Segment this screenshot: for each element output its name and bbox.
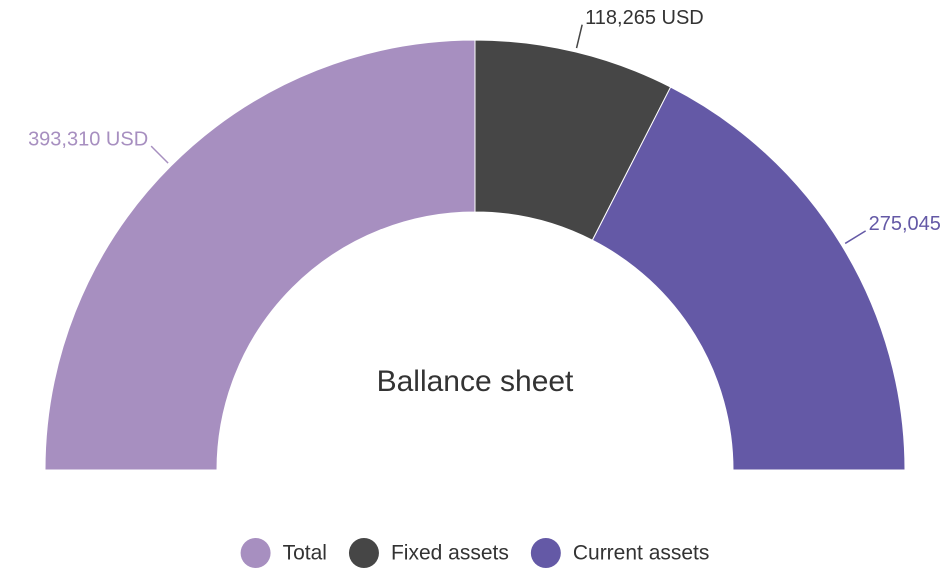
- chart-title: Ballance sheet: [377, 365, 574, 398]
- legend-marker: [348, 538, 379, 568]
- leader-line: [844, 230, 867, 245]
- segment: [44, 39, 476, 471]
- data-label: 275,045 USD: [869, 213, 944, 235]
- legend-marker: [530, 538, 561, 568]
- legend-label: Fixed assets: [391, 542, 509, 565]
- legend-marker: [240, 538, 271, 568]
- data-label: 118,265 USD: [585, 7, 704, 29]
- segment: [591, 86, 906, 471]
- leader-line: [150, 145, 169, 164]
- legend-label: Current assets: [573, 542, 710, 565]
- data-label: 393,310 USD: [28, 128, 148, 150]
- legend-label: Total: [283, 542, 327, 565]
- leader-line: [575, 24, 583, 49]
